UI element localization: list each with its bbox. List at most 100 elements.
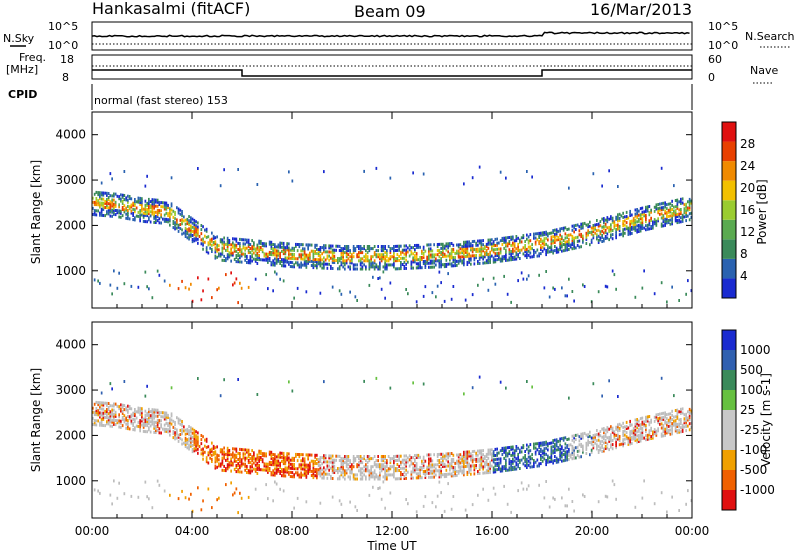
power-cell xyxy=(478,257,481,261)
velocity-cell xyxy=(326,472,329,476)
power-cell xyxy=(597,224,600,228)
power-cell xyxy=(498,255,500,259)
velocity-cell xyxy=(604,445,607,448)
power-cell xyxy=(659,202,661,206)
power-cell xyxy=(195,226,197,230)
power-cell xyxy=(372,247,374,251)
power-cell xyxy=(620,232,623,236)
velocity-cell xyxy=(316,462,318,465)
power-cell xyxy=(93,192,96,196)
power-cell xyxy=(510,243,512,247)
velocity-cell xyxy=(134,414,136,418)
velocity-cell xyxy=(328,468,330,472)
power-cell xyxy=(431,255,434,259)
velocity-cell xyxy=(261,460,264,464)
power-cell xyxy=(573,299,575,303)
power-cell xyxy=(690,201,693,205)
power-cell xyxy=(477,243,479,247)
velocity-cell xyxy=(652,436,654,440)
power-cell xyxy=(475,243,477,247)
power-cell xyxy=(246,261,248,264)
velocity-cell xyxy=(447,456,449,460)
power-cell xyxy=(239,237,241,241)
velocity-cell xyxy=(274,455,276,459)
velocity-cell xyxy=(552,496,554,500)
power-cell xyxy=(270,240,273,244)
velocity-cell xyxy=(190,428,192,432)
nave-tick-bottom: 0 xyxy=(708,71,715,84)
power-cell xyxy=(144,207,147,211)
velocity-cell xyxy=(368,455,371,458)
velocity-cell xyxy=(312,468,315,471)
velocity-cell xyxy=(233,459,236,463)
power-cell xyxy=(312,253,315,257)
power-cell xyxy=(251,255,253,259)
velocity-cell xyxy=(622,421,624,425)
velocity-cell xyxy=(541,459,544,463)
velocity-cell xyxy=(162,427,164,431)
power-cell xyxy=(352,247,355,251)
velocity-cell xyxy=(359,467,362,471)
power-cell xyxy=(461,255,463,259)
power-cell xyxy=(557,250,560,254)
velocity-cell xyxy=(356,509,358,512)
power-cell xyxy=(443,244,446,248)
power-cell xyxy=(484,251,486,255)
power-cell xyxy=(429,243,432,247)
power-cell xyxy=(454,264,456,268)
power-cell xyxy=(247,251,250,254)
velocity-cell xyxy=(160,431,162,435)
velocity-cell xyxy=(324,468,327,472)
velocity-cell xyxy=(181,428,183,432)
power-cell xyxy=(142,207,145,211)
velocity-cell xyxy=(571,457,574,461)
velocity-cell xyxy=(632,435,635,439)
power-cell xyxy=(646,209,649,213)
power-cell xyxy=(667,210,670,214)
power-cell xyxy=(188,223,190,227)
velocity-cell xyxy=(275,459,278,463)
power-cell xyxy=(414,260,416,264)
velocity-cell xyxy=(172,430,175,433)
power-cell xyxy=(442,263,444,267)
power-cell xyxy=(485,253,488,257)
power-cell xyxy=(279,260,281,263)
velocity-cell xyxy=(415,453,418,457)
power-cell xyxy=(268,257,271,260)
power-cell xyxy=(184,233,187,236)
power-cell xyxy=(646,227,649,231)
power-cell xyxy=(153,220,155,224)
velocity-cell xyxy=(256,457,259,461)
power-cell xyxy=(655,223,658,227)
velocity-cell xyxy=(401,473,404,476)
velocity-cell xyxy=(233,491,236,495)
power-cell xyxy=(466,240,469,244)
power-cell xyxy=(202,241,204,245)
velocity-cell xyxy=(333,466,336,470)
velocity-cell xyxy=(445,454,448,458)
velocity-cell xyxy=(366,457,369,461)
velocity-cell xyxy=(141,409,143,413)
velocity-cell xyxy=(431,469,434,473)
power-cell xyxy=(466,244,469,248)
power-cell xyxy=(550,237,553,241)
power-cell xyxy=(648,205,651,208)
power-cell xyxy=(335,259,337,262)
velocity-cell xyxy=(132,424,134,427)
velocity-cell xyxy=(438,475,441,479)
power-cell xyxy=(270,244,273,248)
power-cell xyxy=(466,246,469,250)
power-cell xyxy=(557,236,560,240)
cpid-text: normal (fast stereo) 153 xyxy=(94,94,228,107)
velocity-cell xyxy=(499,449,502,453)
velocity-cell xyxy=(566,446,568,450)
velocity-cell xyxy=(456,473,458,477)
power-cell xyxy=(386,255,388,259)
velocity-cell xyxy=(139,413,141,416)
power-cell xyxy=(205,248,208,252)
velocity-cell xyxy=(184,436,187,440)
velocity-cell xyxy=(450,464,453,468)
power-cell xyxy=(683,203,686,207)
power-cell xyxy=(368,265,371,269)
power-cell xyxy=(358,255,360,259)
